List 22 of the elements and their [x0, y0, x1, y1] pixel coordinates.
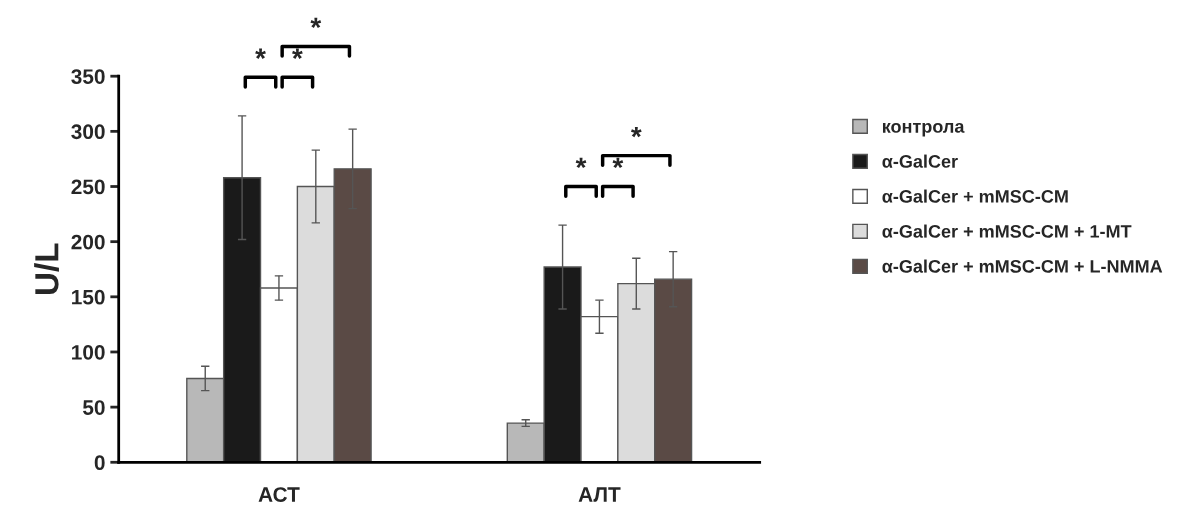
legend-label: контрола: [882, 122, 965, 137]
annotation: *: [630, 126, 642, 138]
y-tick-label: 0: [94, 455, 105, 471]
text: *: [292, 48, 303, 59]
text: *: [310, 17, 322, 29]
text: *: [255, 48, 266, 59]
legend-label: α-GalCer + mMSC-CM: [882, 189, 1068, 203]
legend-label: α-GalCer: [882, 154, 958, 168]
annotation: *: [575, 157, 587, 169]
y-tick-label: 100: [72, 344, 105, 360]
x-tick-label: АСТ: [258, 487, 300, 502]
y-tick-label: 250: [71, 179, 105, 195]
annotation: *: [612, 157, 624, 169]
y-tick-label: 200: [71, 234, 105, 250]
legend-label: α-GalCer + mMSC-CM + 1-MT: [882, 224, 1132, 238]
y-tick-label: 150: [72, 289, 105, 305]
y-axis-title: U/L: [34, 243, 59, 295]
x-tick-label: АЛТ: [578, 487, 621, 502]
legend-label: α-GalCer + mMSC-CM + L-NMMA: [882, 259, 1163, 273]
y-tick-label: 50: [82, 400, 105, 415]
y-tick-label: 300: [71, 124, 105, 140]
y-tick-label: 350: [71, 69, 105, 84]
